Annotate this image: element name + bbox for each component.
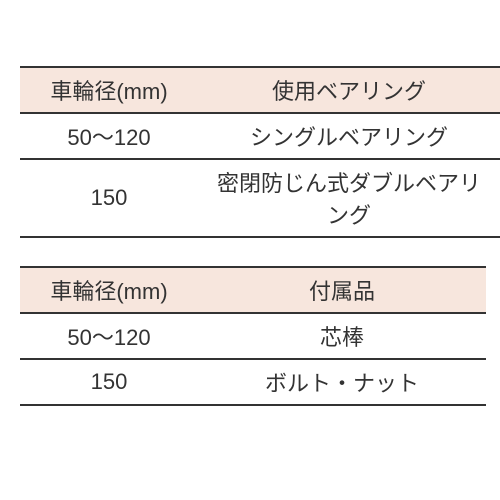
- cell-wheel-diameter: 150: [20, 359, 198, 405]
- cell-accessories: ボルト・ナット: [198, 359, 486, 405]
- table-row: 150 ボルト・ナット: [20, 359, 486, 405]
- header-wheel-diameter: 車輪径(mm): [20, 67, 198, 113]
- header-bearing-type: 使用ベアリング: [198, 67, 500, 113]
- cell-bearing-type: シングルベアリング: [198, 113, 500, 159]
- cell-wheel-diameter: 50〜120: [20, 313, 198, 359]
- table-row: 車輪径(mm) 付属品: [20, 267, 486, 313]
- cell-wheel-diameter: 150: [20, 159, 198, 237]
- header-accessories: 付属品: [198, 267, 486, 313]
- table-row: 車輪径(mm) 使用ベアリング: [20, 67, 500, 113]
- table-row: 50〜120 芯棒: [20, 313, 486, 359]
- table-row: 150 密閉防じん式ダブルベアリング: [20, 159, 500, 237]
- cell-bearing-type: 密閉防じん式ダブルベアリング: [198, 159, 500, 237]
- cell-accessories: 芯棒: [198, 313, 486, 359]
- table-accessories: 車輪径(mm) 付属品 50〜120 芯棒 150 ボルト・ナット: [20, 266, 486, 406]
- table-row: 50〜120 シングルベアリング: [20, 113, 500, 159]
- header-wheel-diameter: 車輪径(mm): [20, 267, 198, 313]
- cell-wheel-diameter: 50〜120: [20, 113, 198, 159]
- table-bearing: 車輪径(mm) 使用ベアリング 50〜120 シングルベアリング 150 密閉防…: [20, 66, 500, 238]
